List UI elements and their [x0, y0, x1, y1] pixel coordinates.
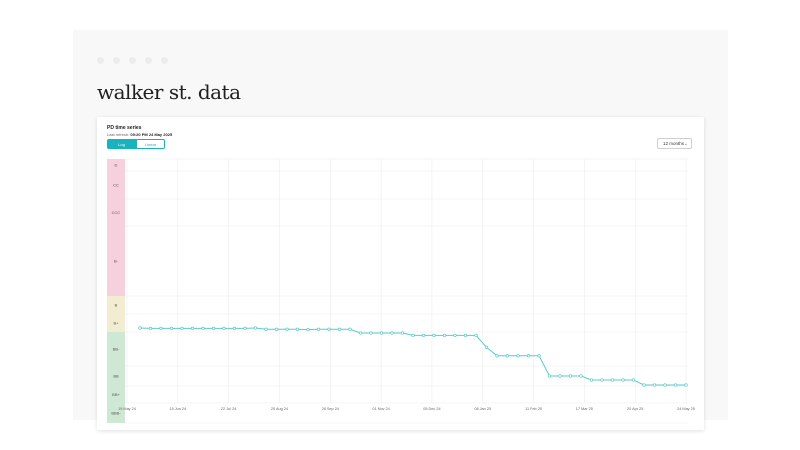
pd-series-point[interactable] — [306, 328, 310, 332]
pd-series-point[interactable] — [232, 326, 237, 331]
rating-band-label: BB — [113, 374, 119, 379]
pd-series-point[interactable] — [610, 378, 615, 382]
rating-band-b-minus — [107, 226, 125, 296]
pd-series-point[interactable] — [516, 354, 520, 358]
pd-series-point[interactable] — [211, 326, 216, 331]
pd-series-point[interactable] — [537, 354, 541, 358]
pd-series-point[interactable] — [411, 333, 415, 338]
last-refresh-time: 09:20 PM 24 May 2025 — [130, 132, 173, 137]
period-select[interactable]: 12 months ⌄ — [657, 138, 692, 149]
pd-series-point[interactable] — [264, 327, 268, 331]
chevron-down-icon: ⌄ — [683, 141, 688, 147]
last-refresh: Last refresh: 09:20 PM 24 May 2025 — [107, 132, 172, 137]
pd-time-series-card: PD time series Last refresh: 09:20 PM 24… — [97, 117, 704, 430]
pd-series-point[interactable] — [169, 326, 174, 331]
pd-series-point[interactable] — [663, 383, 667, 387]
rating-band-bb-plus — [107, 386, 125, 403]
pd-series-point[interactable] — [621, 378, 625, 382]
rating-band-label: CC — [113, 183, 119, 188]
pd-series-point[interactable] — [421, 333, 426, 338]
rating-band-label: BB- — [113, 347, 120, 352]
pd-series-point[interactable] — [526, 354, 531, 358]
x-tick-label: 17 Mar 25 — [576, 407, 593, 411]
pd-series-point[interactable] — [159, 326, 163, 331]
rating-band-d — [107, 159, 125, 171]
pd-series-point[interactable] — [400, 331, 405, 335]
pd-series-point[interactable] — [547, 374, 552, 378]
pd-series-point[interactable] — [316, 327, 321, 331]
x-tick-label: 05 Dec 24 — [423, 407, 440, 411]
pd-series-point[interactable] — [463, 333, 468, 338]
rating-band-label: BBB- — [111, 411, 121, 416]
x-tick-label: 20 Apr 25 — [627, 407, 643, 411]
pd-series-point[interactable] — [285, 327, 289, 331]
pd-series-point[interactable] — [631, 378, 636, 382]
pd-series-point[interactable] — [180, 326, 184, 331]
x-tick-label: 24 May 25 — [677, 407, 695, 411]
pd-series-point[interactable] — [148, 326, 153, 331]
pd-series-point[interactable] — [652, 383, 657, 387]
x-tick-label: 25 Aug 24 — [271, 407, 288, 411]
x-tick-label: 19 May 24 — [118, 407, 136, 411]
rating-band-label: B — [115, 303, 118, 308]
rating-band-label: CCC — [112, 210, 121, 215]
rating-band-label: B+ — [113, 321, 119, 326]
log-button[interactable]: Log — [107, 139, 136, 149]
last-refresh-label: Last refresh: — [107, 132, 130, 137]
pd-series-point[interactable] — [201, 326, 205, 331]
rating-band-b-plus — [107, 314, 125, 332]
linear-button[interactable]: Linear — [136, 139, 165, 149]
card-title: PD time series — [107, 125, 142, 131]
x-tick-label: 01 Nov 24 — [372, 407, 389, 411]
pd-series-point[interactable] — [505, 354, 510, 358]
rating-band-bb — [107, 366, 125, 386]
rating-band-label: B- — [114, 259, 119, 264]
brand-dots — [97, 57, 168, 64]
pd-series-point[interactable] — [222, 326, 226, 331]
pd-series-point[interactable] — [600, 378, 604, 382]
pd-series-point[interactable] — [190, 326, 195, 331]
x-tick-label: 08 Jan 25 — [474, 407, 491, 411]
pd-series-point[interactable] — [295, 327, 300, 331]
pd-series-point[interactable] — [348, 327, 352, 331]
pd-series-point[interactable] — [337, 327, 342, 331]
pd-series-point[interactable] — [558, 374, 562, 378]
pd-series-point[interactable] — [243, 326, 247, 331]
pd-series-point[interactable] — [642, 383, 646, 387]
pd-series-point[interactable] — [484, 345, 489, 349]
x-tick-label: 15 Jun 24 — [169, 407, 186, 411]
pd-series-point[interactable] — [589, 378, 594, 382]
pd-series-point[interactable] — [579, 374, 583, 378]
pd-series-point[interactable] — [474, 333, 478, 338]
rating-band-label: D — [115, 163, 118, 168]
rating-band-bb-minus — [107, 332, 125, 366]
pd-series-point[interactable] — [274, 327, 279, 331]
pd-series-point[interactable] — [568, 374, 573, 378]
pd-series-point[interactable] — [358, 331, 363, 335]
pd-series-point[interactable] — [253, 326, 258, 330]
scale-toggle: Log Linear — [107, 139, 165, 149]
pd-series-point[interactable] — [138, 326, 142, 330]
rating-band-bbb-minus — [107, 403, 125, 423]
pd-series-point[interactable] — [432, 333, 436, 338]
pd-series-point[interactable] — [673, 383, 678, 387]
rating-band-b — [107, 296, 125, 314]
pd-series-point[interactable] — [495, 354, 499, 358]
x-tick-label: 11 Feb 25 — [525, 407, 542, 411]
pd-series-point[interactable] — [453, 333, 457, 338]
x-tick-label: 22 Jul 24 — [221, 407, 236, 411]
pd-series-point[interactable] — [379, 331, 384, 335]
pd-series-point[interactable] — [369, 331, 373, 335]
pd-series-point[interactable] — [684, 383, 688, 387]
rating-band-cc — [107, 171, 125, 199]
pd-series-point[interactable] — [442, 333, 447, 338]
brand-title: walker st. data — [97, 80, 241, 104]
rating-band-label: BB+ — [112, 392, 120, 397]
pd-series-point[interactable] — [390, 331, 394, 335]
period-select-value: 12 months — [663, 141, 685, 146]
x-tick-label: 28 Sep 24 — [322, 407, 339, 411]
rating-band-ccc — [107, 199, 125, 226]
pd-series-point[interactable] — [327, 327, 331, 331]
